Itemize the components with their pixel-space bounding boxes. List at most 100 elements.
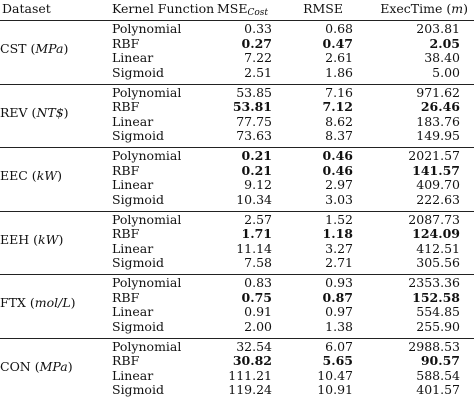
group-divider — [0, 274, 474, 275]
dataset-name: EEC — [0, 168, 28, 183]
cell-mse: 10.34 — [236, 191, 272, 207]
table-row: Linear 7.22 2.61 38.40 — [0, 50, 474, 66]
cell-kernel: RBF — [112, 289, 140, 305]
cell-kernel: Sigmoid — [112, 255, 164, 270]
cell-rmse: 0.46 — [322, 148, 353, 163]
table-header: Dataset Kernel Function MSECost RMSE Exe… — [0, 0, 474, 18]
cell-mse: 1.71 — [241, 226, 272, 241]
cell-mse: 0.75 — [241, 289, 272, 305]
cell-exec: 38.40 — [424, 50, 460, 65]
cell-exec: 183.76 — [416, 113, 460, 129]
cell-rmse: 8.62 — [325, 113, 353, 129]
cell-exec: 2.05 — [429, 35, 460, 51]
cell-rmse: 7.16 — [325, 84, 353, 100]
cell-rmse: 8.37 — [325, 128, 353, 143]
group-divider — [0, 210, 474, 212]
table-row: Sigmoid 73.63 8.37 149.95 — [0, 128, 474, 144]
cell-mse: 0.91 — [244, 304, 272, 319]
dataset-unit: MPa — [39, 358, 68, 374]
dataset-group: REV (NT$) Polynomial 53.85 7.16 971.62 RBF 53.… — [0, 84, 474, 144]
cell-kernel: Linear — [112, 113, 154, 129]
dataset-group: EEH (kW) Polynomial 2.57 1.52 2087.73 RBF 1.71… — [0, 211, 474, 271]
cell-mse: 0.27 — [241, 35, 272, 51]
cell-kernel: RBF — [112, 162, 140, 178]
cell-kernel: Linear — [112, 240, 154, 256]
cell-kernel: Polynomial — [112, 84, 182, 100]
cell-kernel: Polynomial — [112, 338, 182, 354]
header-mse: MSECost — [217, 0, 268, 22]
table-row: Linear 9.12 2.97 409.70 — [0, 177, 474, 193]
table-row: Sigmoid 119.24 10.91 401.57 — [0, 382, 474, 398]
header-mse-prefix: MSE — [216, 1, 248, 16]
header-dataset: Dataset — [2, 1, 51, 16]
dataset-name: CST — [0, 41, 27, 56]
dataset-group: CST (MPa) Polynomial 0.33 0.68 203.81 RBF 0.27… — [0, 21, 474, 81]
header-exec-prefix: ExecTime ( — [380, 1, 452, 16]
dataset-label: EEC (kW) — [0, 168, 63, 183]
cell-kernel: RBF — [112, 226, 140, 241]
dataset-label: FTX (mol/L) — [0, 295, 76, 310]
group-divider — [0, 337, 474, 339]
header-exec-unit: m — [451, 1, 464, 16]
cell-mse: 77.75 — [236, 113, 272, 129]
group-divider — [0, 20, 474, 21]
header-rmse: RMSE — [303, 1, 343, 16]
cell-mse: 30.82 — [232, 353, 272, 368]
cell-exec: 90.57 — [420, 353, 460, 368]
cell-rmse: 0.47 — [322, 35, 353, 51]
cell-rmse: 10.47 — [317, 367, 353, 383]
cell-exec: 409.70 — [416, 177, 460, 192]
cell-kernel: Sigmoid — [112, 64, 164, 80]
table-row: Linear 11.14 3.27 412.51 — [0, 240, 474, 257]
cell-rmse: 6.07 — [325, 338, 353, 354]
cell-mse: 119.24 — [228, 382, 272, 397]
cell-rmse: 10.91 — [317, 382, 353, 397]
cell-rmse: 1.18 — [322, 226, 353, 241]
cell-exec: 141.57 — [412, 162, 460, 178]
cell-mse: 7.22 — [244, 50, 272, 65]
dataset-label: REV (NT$) — [0, 104, 69, 120]
dataset-label: EEH (kW) — [0, 231, 64, 247]
table-row: Polynomial 0.83 0.93 2353.36 — [0, 275, 474, 291]
table-row: RBF 0.75 0.87 152.58 — [0, 289, 474, 306]
table-row: Linear 77.75 8.62 183.76 — [0, 113, 474, 130]
cell-rmse: 7.12 — [322, 99, 353, 114]
table-row: Polynomial 32.54 6.07 2988.53 — [0, 338, 474, 355]
dataset-group: CON (MPa) Polynomial 32.54 6.07 2988.53 RBF 30… — [0, 338, 474, 398]
cell-kernel: Sigmoid — [112, 382, 164, 397]
cell-kernel: Linear — [112, 304, 154, 319]
cell-mse: 0.21 — [241, 162, 272, 178]
table-row: Linear 0.91 0.97 554.85 — [0, 304, 474, 320]
cell-rmse: 0.68 — [325, 21, 353, 36]
table-row: Sigmoid 10.34 3.03 222.63 — [0, 191, 474, 208]
cell-mse: 0.33 — [244, 21, 272, 36]
cell-mse: 0.21 — [241, 148, 272, 163]
cell-mse: 53.81 — [232, 99, 272, 114]
header-kernel: Kernel Function — [112, 1, 215, 16]
cell-exec: 2988.53 — [408, 338, 460, 354]
cell-kernel: Sigmoid — [112, 318, 164, 334]
group-divider — [0, 83, 474, 85]
cell-kernel: Linear — [112, 177, 154, 192]
dataset-name: CON — [0, 358, 31, 374]
cell-exec: 26.46 — [420, 99, 460, 114]
dataset-unit: NT$ — [36, 104, 64, 120]
cell-rmse: 5.65 — [322, 353, 353, 368]
table-row: Sigmoid 7.58 2.71 305.56 — [0, 255, 474, 271]
cell-rmse: 3.03 — [325, 191, 353, 207]
cell-mse: 111.21 — [228, 367, 272, 383]
table-row: Polynomial 0.21 0.46 2021.57 — [0, 148, 474, 164]
cell-kernel: Linear — [112, 50, 154, 65]
table-row: Polynomial 2.57 1.52 2087.73 — [0, 211, 474, 228]
dataset-unit: MPa — [35, 41, 64, 56]
cell-exec: 255.90 — [416, 318, 460, 334]
header-exec: ExecTime (m) — [380, 0, 468, 18]
cell-kernel: RBF — [112, 35, 140, 51]
cell-rmse: 0.46 — [322, 162, 353, 178]
table-row: Sigmoid 2.51 1.86 5.00 — [0, 64, 474, 81]
cell-kernel: Sigmoid — [112, 191, 164, 207]
cell-rmse: 1.52 — [325, 211, 353, 227]
cell-exec: 2087.73 — [408, 211, 460, 227]
cell-mse: 9.12 — [244, 177, 272, 192]
cell-kernel: Polynomial — [112, 148, 182, 163]
